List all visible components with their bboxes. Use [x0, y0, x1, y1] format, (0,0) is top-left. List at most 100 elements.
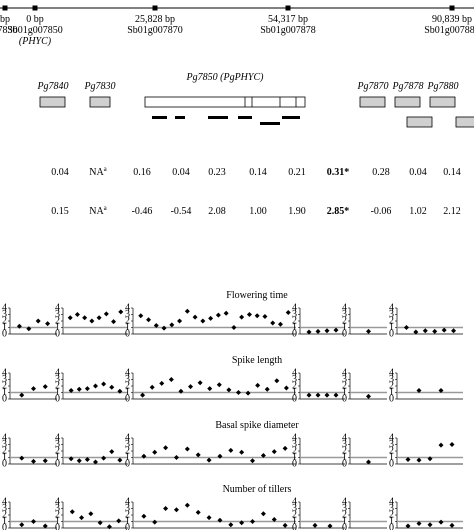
y-tick-label: 0: [389, 459, 394, 470]
y-tick-label: 0: [389, 394, 394, 405]
point: [84, 456, 90, 462]
point: [31, 386, 36, 392]
table-cell: NAa: [89, 204, 107, 217]
point: [228, 522, 234, 528]
point: [285, 310, 291, 316]
y-tick-label: 2: [125, 510, 130, 521]
y-tick-label: 3: [342, 439, 347, 450]
y-tick-label: 2: [342, 381, 347, 392]
point: [449, 442, 455, 447]
point: [403, 325, 409, 330]
marker-position: 0 bp: [26, 14, 44, 25]
point: [260, 453, 266, 459]
point: [89, 318, 95, 324]
y-tick-label: 4: [389, 303, 394, 314]
table-cell: 0.31*: [327, 167, 350, 178]
point: [109, 449, 115, 455]
point: [208, 315, 214, 321]
point: [432, 328, 438, 334]
domain-bar: [260, 122, 280, 125]
table-cell: -0.46: [132, 206, 153, 217]
y-tick-label: 3: [55, 503, 60, 514]
marker: [449, 5, 455, 11]
y-tick-label: 2: [389, 510, 394, 521]
point: [449, 522, 455, 528]
point: [271, 449, 277, 455]
y-tick-label: 2: [342, 446, 347, 457]
point: [270, 320, 276, 326]
marker: [152, 5, 158, 11]
point: [239, 449, 245, 455]
point: [67, 315, 73, 321]
point: [84, 386, 90, 392]
y-tick-label: 4: [125, 368, 130, 379]
gene-label: Pg7878: [391, 81, 423, 92]
point: [217, 453, 223, 459]
point: [106, 524, 112, 530]
y-tick-label: 2: [342, 510, 347, 521]
point: [149, 384, 155, 390]
domain-bars: [152, 116, 300, 125]
table-cell: 0.28: [372, 167, 390, 178]
y-tick-label: 2: [2, 446, 7, 457]
y-tick-label: 1: [342, 322, 347, 333]
point: [116, 518, 122, 524]
gene-label: Pg7880: [426, 81, 458, 92]
point: [231, 325, 237, 330]
point: [324, 328, 330, 334]
point: [159, 380, 165, 386]
table-cell: 0.15: [51, 206, 69, 217]
table-cell: 2.85*: [327, 206, 350, 217]
point: [366, 393, 371, 399]
y-tick-label: 2: [125, 316, 130, 327]
y-tick-label: 4: [55, 497, 60, 508]
point: [264, 386, 270, 392]
point: [138, 313, 144, 319]
point: [173, 455, 179, 460]
y-tick-label: 4: [2, 368, 7, 379]
point: [141, 513, 147, 519]
point: [245, 390, 251, 396]
gene-box: [359, 96, 386, 108]
y-tick-label: 4: [55, 303, 60, 314]
point: [19, 522, 25, 528]
point: [42, 458, 48, 464]
gene-box: [455, 116, 474, 128]
point: [451, 328, 457, 334]
y-tick-label: 1: [125, 322, 130, 333]
y-tick-label: 1: [292, 452, 297, 463]
table-cell: 0.04: [172, 167, 190, 178]
table-cell: 1.00: [249, 206, 267, 217]
point: [152, 519, 158, 525]
y-tick-label: 3: [342, 374, 347, 385]
point: [82, 315, 88, 321]
y-tick-label: 3: [55, 439, 60, 450]
gene-label: Pg7830: [83, 81, 115, 92]
y-tick-label: 3: [55, 309, 60, 320]
point: [277, 321, 283, 327]
y-tick-label: 2: [2, 316, 7, 327]
y-tick-label: 0: [2, 459, 7, 470]
point: [200, 318, 206, 324]
point: [45, 321, 51, 327]
y-tick-label: 3: [125, 503, 130, 514]
point: [103, 311, 109, 317]
y-tick-label: 2: [389, 316, 394, 327]
y-tick-label: 2: [2, 510, 7, 521]
marker-locus: 07830: [0, 25, 18, 36]
point: [250, 519, 256, 524]
point: [333, 392, 339, 398]
chart-title: Flowering time: [226, 290, 288, 301]
point: [117, 388, 123, 394]
y-tick-label: 2: [389, 381, 394, 392]
point: [250, 458, 256, 464]
gene-label: Pg7850 (PgPHYC): [186, 72, 265, 83]
point: [118, 309, 124, 315]
point: [260, 511, 266, 517]
cell-text: NA: [89, 167, 104, 178]
point: [68, 456, 74, 462]
point: [441, 327, 447, 333]
y-tick-label: 4: [389, 497, 394, 508]
point: [42, 384, 48, 390]
y-tick-label: 1: [342, 452, 347, 463]
